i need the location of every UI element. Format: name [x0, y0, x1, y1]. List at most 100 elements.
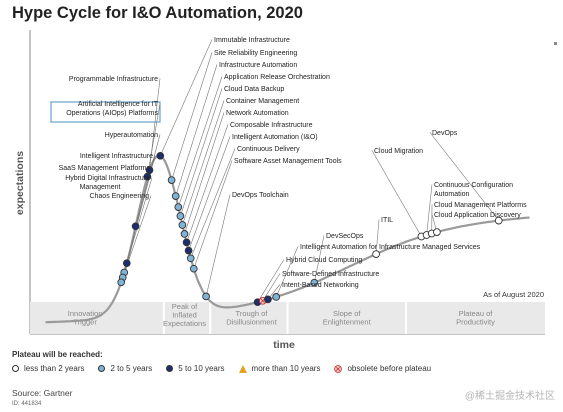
point-marker: [186, 254, 195, 263]
point-marker: [264, 295, 272, 304]
legend-label: obsolete before plateau: [347, 364, 432, 373]
point-label: Cloud Migration: [374, 148, 423, 155]
legend-item-more-than-10: more than 10 years: [238, 364, 321, 373]
x-circle-icon: [334, 364, 343, 373]
point-marker: [202, 292, 210, 301]
point-marker: [182, 238, 191, 247]
phase-label: Peak of Inflated Expectations: [163, 302, 206, 328]
watermark: @稀土掘金技术社区: [464, 391, 555, 402]
phase-label: Plateau of Productivity: [456, 309, 495, 327]
point-label: Continuous Configuration Automation: [434, 182, 513, 198]
point-marker: [494, 216, 503, 225]
point-marker: [178, 221, 187, 229]
point-label: Programmable Infrastructure: [69, 76, 158, 83]
point-marker: [272, 293, 281, 301]
point-label: Hybrid Digital Infrastructure Management: [65, 175, 150, 191]
point-marker: [143, 172, 152, 181]
phase-label: Trough of Disillusionment: [226, 309, 277, 327]
point-label: Intelligent Automation for Infrastructur…: [300, 244, 481, 251]
leader-line: [371, 150, 422, 237]
leader-line: [429, 132, 499, 221]
point-label: Site Reliability Engineering: [214, 50, 297, 57]
leader-line: [375, 219, 380, 255]
leader-line: [123, 167, 153, 273]
leader-line: [184, 112, 225, 234]
chart-title: Hype Cycle for I&O Automation, 2020: [12, 4, 303, 22]
point-marker: [167, 176, 176, 184]
legend-label: 2 to 5 years: [110, 364, 153, 373]
point-label: Network Automation: [226, 110, 289, 117]
leader-line: [175, 64, 218, 197]
decorative-dot: [554, 42, 557, 45]
point-marker: [180, 230, 189, 238]
point-label: Hyperautomation: [105, 132, 158, 139]
point-marker: [310, 278, 319, 287]
phase-label: Slope of Enlightenment: [323, 309, 372, 327]
point-marker: [171, 192, 180, 200]
leader-line: [257, 259, 285, 303]
legend-item-2-to-5: 2 to 5 years: [98, 364, 152, 373]
white-circle-icon: [12, 365, 19, 372]
as-of-date: As of August 2020: [483, 290, 544, 299]
leader-line: [178, 76, 223, 208]
point-label: DevSecOps: [326, 233, 364, 240]
point-label: Intelligent Automation (I&O): [232, 134, 318, 141]
point-label: Cloud Data Backup: [224, 86, 284, 93]
leader-line: [171, 52, 213, 181]
point-markers: [117, 151, 503, 307]
point-label: DevOps: [432, 130, 458, 137]
leader-line: [190, 148, 236, 259]
legend-item-obsolete: obsolete before plateau: [334, 364, 431, 373]
leader-line: [160, 39, 213, 156]
point-label: Application Release Orchestration: [224, 74, 330, 81]
point-label: Artificial Intelligence for IT Operations…: [66, 101, 159, 117]
orange-triangle-icon: [238, 364, 247, 373]
point-label: Chaos Engineering: [89, 193, 149, 200]
point-marker: [189, 264, 198, 273]
point-label: Container Management: [226, 98, 299, 105]
point-marker: [131, 222, 140, 231]
dark-blue-circle-icon: [166, 365, 174, 372]
phase-band: Innovation Trigger Peak of Inflated Expectat…: [30, 302, 545, 334]
leader-line: [120, 195, 152, 283]
leader-line: [275, 246, 299, 298]
aiops-highlight-box: [50, 101, 161, 123]
legend-items: less than 2 years 2 to 5 years 5 to 10 y…: [12, 364, 445, 373]
point-label: Infrastructure Automation: [219, 62, 297, 69]
point-label: Composable Infrastructure: [230, 122, 313, 129]
point-label: Cloud Application Discovery: [434, 212, 521, 219]
point-label: Cloud Management Platforms: [434, 202, 527, 209]
point-labels: Immutable Infrastructure Site Reliability…: [59, 37, 528, 289]
leader-line: [314, 235, 325, 283]
light-blue-circle-icon: [98, 365, 106, 372]
legend-label: more than 10 years: [251, 364, 321, 373]
point-marker: [433, 228, 441, 236]
point-marker: [372, 250, 380, 258]
point-label: Intent-Based Networking: [282, 282, 359, 289]
point-marker: [117, 278, 126, 287]
leader-line: [193, 160, 233, 269]
x-axis-label: time: [273, 339, 295, 351]
leader-line: [188, 136, 231, 251]
legend: Plateau will be reached: less than 2 yea…: [12, 350, 445, 373]
document-id: ID: 441834: [12, 401, 42, 407]
leader-line: [262, 273, 281, 301]
point-label: SaaS Management Platforms: [59, 165, 151, 172]
leader-line: [182, 100, 225, 226]
legend-item-5-to-10: 5 to 10 years: [166, 364, 225, 373]
point-label: Software Asset Management Tools: [234, 158, 342, 165]
point-marker: [176, 212, 185, 220]
source-note: Source: Gartner: [12, 388, 73, 398]
phase-label: Innovation Trigger: [68, 309, 103, 327]
point-marker: [184, 246, 193, 255]
point-label: Immutable Infrastructure: [214, 37, 290, 44]
point-label: DevOps Toolchain: [232, 192, 289, 199]
point-marker: [122, 259, 131, 268]
leader-line: [147, 103, 161, 177]
legend-label: 5 to 10 years: [178, 364, 225, 373]
point-label: Intelligent Infrastructure: [80, 153, 153, 160]
point-label: Hybrid Cloud Computing: [286, 257, 362, 264]
leader-line: [180, 88, 223, 217]
legend-label: less than 2 years: [24, 364, 85, 373]
